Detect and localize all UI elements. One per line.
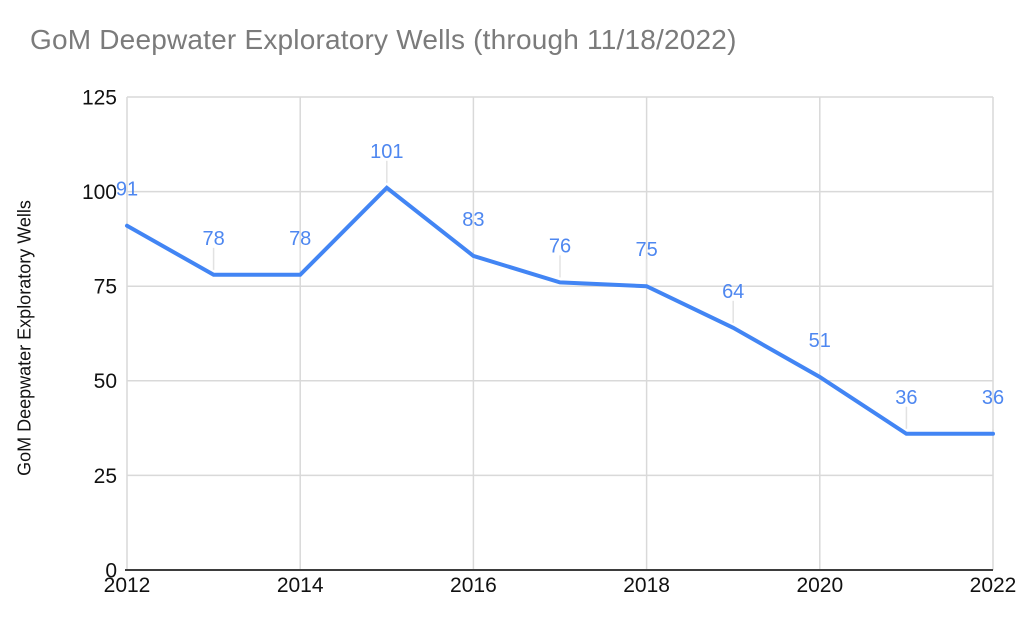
data-label-2019: 64 <box>722 281 744 303</box>
data-label-2012: 91 <box>116 179 138 201</box>
x-tick-label-2012: 2012 <box>104 574 151 597</box>
data-label-2020: 51 <box>809 330 831 352</box>
y-tick-label-50: 50 <box>94 370 117 393</box>
y-tick-label-75: 75 <box>94 276 117 299</box>
data-label-2022: 36 <box>982 387 1004 409</box>
x-tick-label-2018: 2018 <box>623 574 670 597</box>
x-tick-label-2020: 2020 <box>796 574 843 597</box>
series-line <box>125 185 995 436</box>
data-label-2018: 75 <box>635 239 657 261</box>
data-label-2015: 101 <box>370 141 403 163</box>
chart-title: GoM Deepwater Exploratory Wells (through… <box>30 24 737 55</box>
y-tick-label-25: 25 <box>94 465 117 488</box>
x-tick-label-2022: 2022 <box>970 574 1017 597</box>
data-label-2016: 83 <box>462 209 484 231</box>
data-label-2017: 76 <box>549 235 571 257</box>
data-label-2013: 78 <box>202 228 224 250</box>
y-tick-label-100: 100 <box>82 181 117 204</box>
x-tick-label-2014: 2014 <box>277 574 324 597</box>
x-tick-label-2016: 2016 <box>450 574 497 597</box>
data-label-2014: 78 <box>289 228 311 250</box>
y-tick-label-0: 0 <box>105 559 117 582</box>
data-label-2021: 36 <box>895 387 917 409</box>
y-tick-label-125: 125 <box>82 86 117 109</box>
